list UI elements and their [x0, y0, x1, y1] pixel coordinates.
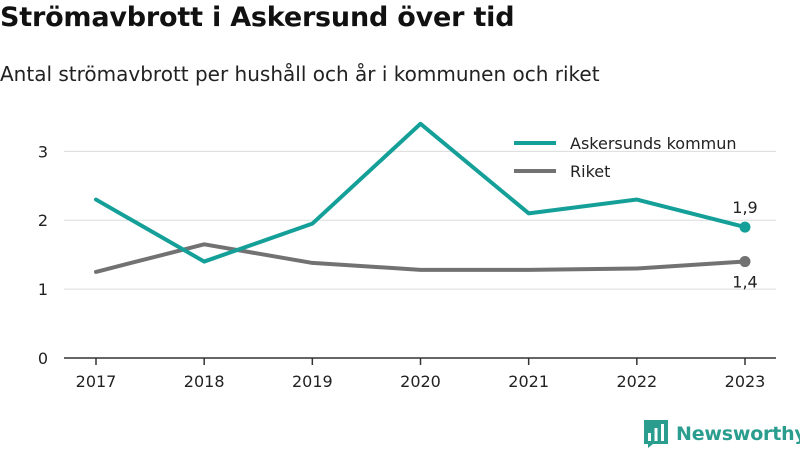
newsworthy-logo: Newsworthy: [644, 420, 800, 448]
gridlines: [64, 150, 776, 290]
chart-title: Strömavbrott i Askersund över tid: [0, 2, 515, 33]
series-lines: 1,9 1,4: [94, 121, 758, 292]
x-tick-label: 2023: [725, 372, 766, 391]
x-axis: 2017 2018 2019 2020 2021 2022 2023: [64, 357, 776, 391]
legend-label-riket: Riket: [570, 162, 610, 181]
x-tick-label: 2019: [292, 372, 333, 391]
x-tick-label: 2020: [400, 372, 441, 391]
chart-subtitle: Antal strömavbrott per hushåll och år i …: [0, 62, 600, 86]
data-label-askersunds-kommun: 1,9: [732, 198, 757, 217]
x-tick-label: 2018: [184, 372, 225, 391]
y-tick-label: 0: [38, 349, 48, 368]
x-tick-label: 2021: [508, 372, 549, 391]
y-axis: 0 1 2 3: [38, 142, 48, 368]
legend-label-askersunds-kommun: Askersunds kommun: [570, 134, 737, 153]
data-label-riket: 1,4: [732, 273, 757, 292]
x-tick-label: 2017: [76, 372, 117, 391]
newsworthy-logo-icon: [644, 420, 668, 448]
y-tick-label: 2: [38, 211, 48, 230]
brand-name: Newsworthy: [676, 423, 800, 445]
series-line-riket: [94, 242, 747, 274]
x-tick-label: 2022: [616, 372, 657, 391]
end-point-riket: [739, 256, 751, 268]
y-tick-label: 1: [38, 280, 48, 299]
series-line-askersunds-kommun: [94, 121, 747, 264]
y-tick-label: 3: [38, 142, 48, 161]
end-point-askersunds-kommun: [739, 221, 751, 233]
legend: Askersunds kommun Riket: [514, 134, 737, 181]
